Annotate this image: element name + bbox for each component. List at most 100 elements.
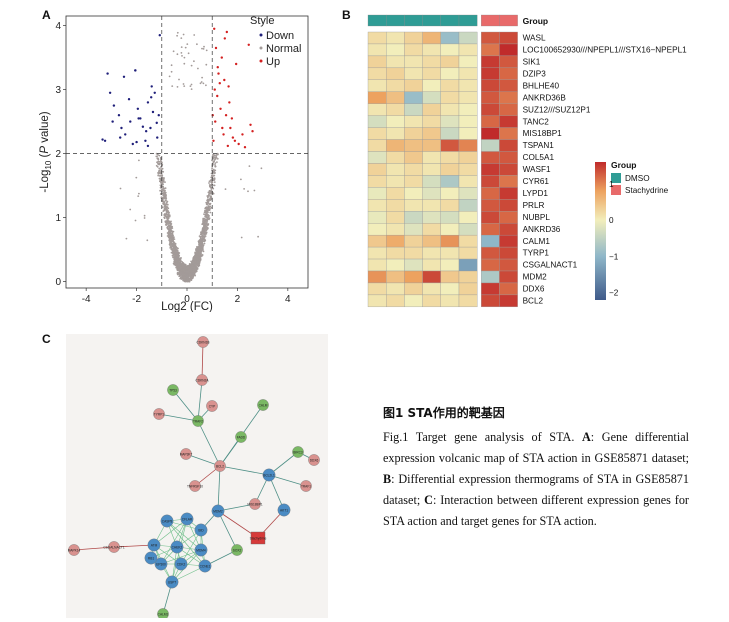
network-node-label: CASP8	[162, 519, 173, 523]
normal-point	[165, 221, 168, 224]
heatmap-cell	[367, 127, 387, 140]
normal-point	[216, 161, 218, 164]
network-node-label: CALM1	[158, 612, 169, 616]
normal-point	[192, 270, 194, 273]
heatmap-cell	[404, 103, 423, 116]
normal-point	[185, 270, 188, 273]
up-point	[224, 114, 228, 117]
down-point	[131, 142, 135, 146]
heatmap-cell	[422, 294, 441, 308]
row-label: TANC2	[523, 117, 550, 126]
caption-fig: Fig.1 Target gene analysis of STA.	[383, 430, 582, 444]
normal-point	[164, 187, 167, 190]
heatmap-cell	[367, 223, 387, 236]
normal-point	[173, 252, 175, 255]
normal-point	[205, 210, 208, 213]
normal-point	[180, 276, 183, 278]
normal-point	[181, 273, 184, 276]
heatmap-cell	[481, 103, 500, 116]
normal-point	[165, 196, 167, 199]
network-node-label: CDK2	[177, 562, 186, 566]
up-point	[219, 107, 222, 111]
heatmap-cell	[440, 246, 460, 260]
heatmap-cell	[440, 199, 460, 212]
y-axis-label: -Log10 (P value)	[39, 111, 53, 192]
normal-point	[194, 274, 197, 277]
heatmap-cell	[367, 199, 387, 212]
panel-label-a: A	[42, 8, 51, 22]
heatmap-cell	[481, 31, 500, 45]
normal-point	[203, 236, 206, 239]
row-label: LOC100652930///NPEPL1///STX16−NPEPL1	[523, 46, 688, 55]
network-node	[68, 544, 80, 556]
heatmap-cell	[367, 258, 387, 272]
normal-point	[198, 262, 201, 265]
down-point	[150, 85, 153, 88]
normal-point	[199, 256, 202, 258]
heatmap-cell	[458, 246, 478, 260]
normal-point	[156, 161, 158, 164]
network-edge	[113, 544, 155, 548]
normal-point	[205, 231, 208, 234]
normal-point	[260, 167, 263, 170]
heatmap-cell	[404, 151, 423, 164]
normal-point	[165, 203, 167, 206]
normal-point	[205, 63, 208, 66]
heatmap-cell	[367, 115, 387, 128]
normal-point	[172, 241, 175, 244]
normal-point	[193, 60, 195, 63]
heatmap-cell	[458, 43, 478, 57]
normal-point	[190, 64, 193, 67]
heatmap-cell	[440, 270, 460, 284]
normal-point	[161, 200, 164, 203]
normal-point	[174, 255, 177, 257]
normal-point	[171, 85, 174, 87]
up-point	[234, 62, 238, 66]
network-edge	[219, 465, 270, 476]
down-point	[118, 136, 122, 139]
heatmap-cell	[458, 31, 478, 45]
heatmap-cell	[386, 282, 405, 296]
network-node	[277, 503, 291, 517]
network-edge	[185, 453, 221, 467]
up-point	[251, 130, 254, 133]
up-point	[225, 30, 229, 34]
normal-point	[178, 275, 181, 277]
normal-point	[199, 236, 202, 239]
normal-point	[199, 257, 202, 260]
normal-point	[185, 267, 188, 270]
normal-point	[183, 273, 186, 276]
row-label: CALM1	[523, 237, 551, 246]
heatmap-cell	[440, 282, 460, 296]
down-point	[153, 91, 156, 95]
normal-point	[206, 220, 209, 223]
normal-point	[203, 223, 206, 226]
down-point	[101, 138, 104, 141]
normal-point	[172, 250, 175, 252]
heatmap-cell	[386, 103, 405, 116]
down-point	[127, 98, 131, 101]
heatmap-cell	[499, 246, 518, 260]
normal-point	[168, 224, 171, 227]
normal-point	[202, 232, 205, 235]
normal-point	[163, 203, 165, 206]
normal-point	[199, 243, 202, 246]
normal-point	[202, 48, 205, 50]
normal-point	[159, 189, 161, 192]
legend-group-label: DMSO	[625, 174, 650, 183]
heatmap-cell	[458, 223, 478, 236]
normal-point	[253, 189, 256, 192]
heatmap-cell	[481, 79, 500, 92]
heatmap: Group WASL LOC100652930///NPEPL1///STX16−N…	[367, 14, 688, 308]
normal-point	[208, 192, 211, 195]
heatmap-cell	[458, 55, 478, 69]
normal-point	[178, 262, 180, 264]
heatmap-cell	[386, 211, 405, 224]
normal-point	[175, 259, 178, 262]
heatmap-cell	[422, 67, 441, 80]
normal-point	[180, 267, 183, 269]
normal-point	[129, 208, 132, 211]
down-points	[101, 34, 161, 148]
normal-point	[203, 45, 205, 48]
normal-point	[165, 215, 168, 218]
